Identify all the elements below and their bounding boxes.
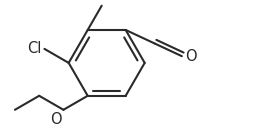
Text: O: O xyxy=(185,49,197,64)
Text: O: O xyxy=(50,112,61,127)
Text: Cl: Cl xyxy=(27,41,41,56)
